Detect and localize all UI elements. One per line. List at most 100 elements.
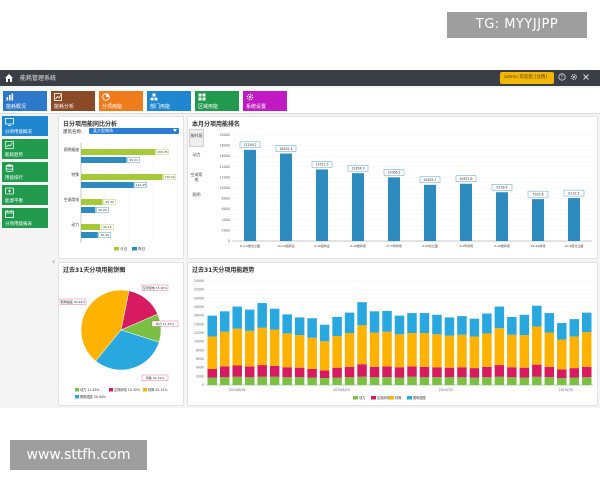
building-select[interactable]: 某大型商场	[89, 128, 179, 134]
data-label-box	[383, 169, 405, 176]
bar-segment	[544, 332, 555, 367]
bar	[81, 224, 101, 230]
tab-by-period[interactable]: 按时段	[189, 129, 204, 147]
sidebar: 分项用能概况 能耗趋势 用能排行 能源平衡 分项用能报表	[0, 116, 50, 408]
tab-lighting[interactable]: 照明	[192, 192, 201, 197]
data-label-box	[96, 207, 109, 213]
x-tick-label: 17-5号商场	[386, 243, 402, 248]
x-tick-label: 16-22商场	[531, 243, 546, 248]
trend-icon	[5, 141, 14, 149]
y-tick-label: 16000	[220, 154, 231, 158]
bar	[316, 169, 328, 241]
tab-power[interactable]: 动力	[192, 152, 201, 157]
bar-segment	[444, 317, 455, 336]
data-label-box	[141, 374, 169, 381]
bar-segment	[357, 364, 367, 377]
sidebar-item-report[interactable]: 分项用能报表	[2, 208, 48, 228]
nav-item-overview[interactable]: 能耗概况	[3, 91, 47, 111]
close-icon[interactable]	[582, 73, 590, 81]
bar-segment	[519, 377, 530, 385]
sidebar-item-balance[interactable]: 能源平衡	[2, 185, 48, 205]
watermark-url: www.sttfh.com	[10, 440, 147, 470]
user-info-box[interactable]: admin 欢迎您 [注销]	[500, 72, 554, 84]
bar-segment	[344, 312, 355, 333]
bar-segment	[432, 367, 442, 378]
bar-segment	[394, 315, 405, 335]
data-label-box	[134, 182, 148, 188]
data-label: 95.21	[129, 158, 138, 162]
bar-segment	[232, 365, 242, 377]
nav-item-department[interactable]: 部门用能	[147, 91, 191, 111]
stacked-trend-chart: 0 2000 4000 6000 8000 10000 12000 14000 16000 180…	[194, 279, 593, 400]
bar-segment	[582, 366, 592, 378]
bar-segment	[257, 303, 267, 328]
x-tick-label: 4-25北立面	[422, 243, 438, 248]
y-tick-label: 20000	[194, 296, 204, 300]
bar-segment	[382, 310, 392, 332]
bar-segment	[269, 308, 280, 330]
nav-item-itemized[interactable]: 分项用能	[99, 91, 143, 111]
category-label: 照明插座	[64, 147, 79, 152]
bar-segment	[257, 376, 267, 385]
nav-item-analysis[interactable]: 能耗分析	[51, 91, 95, 111]
bar-segment	[557, 323, 567, 340]
bar-segment	[407, 376, 417, 385]
home-icon[interactable]	[4, 73, 14, 83]
bar-segment	[419, 333, 430, 367]
data-label-box	[59, 298, 87, 305]
bar-segment	[369, 311, 380, 333]
bar-segment	[282, 377, 292, 385]
svg-text:?: ?	[561, 75, 564, 81]
sidebar-item-ranking[interactable]: 用能排行	[2, 162, 48, 182]
legend-swatch	[371, 396, 376, 400]
x-tick-label: 10-6层北立面	[565, 243, 584, 248]
sidebar-item-trend[interactable]: 能耗趋势	[2, 139, 48, 159]
bar-segment	[557, 378, 567, 385]
x-tick-label: 6-2-6楼北立面	[240, 243, 260, 248]
sidebar-item-overview[interactable]: 分项用能概况	[2, 116, 48, 136]
gear-icon	[246, 93, 254, 101]
bar-segment	[519, 367, 530, 378]
legend-swatch	[407, 396, 412, 400]
y-tick-label: 14000	[194, 322, 204, 326]
bar-segment	[207, 336, 217, 369]
bar-segment	[494, 306, 505, 329]
settings-icon[interactable]	[570, 73, 578, 81]
data-label: 12006.1	[387, 171, 400, 175]
data-label: 7925.6	[532, 192, 543, 196]
bar-segment	[419, 313, 430, 333]
chevron-down-icon	[173, 129, 177, 132]
data-label: 30.26	[98, 208, 107, 212]
nav-item-settings[interactable]: 系统设置	[243, 91, 287, 111]
bar-segment	[357, 376, 367, 385]
bar-segment	[282, 314, 292, 334]
panel-title: 过去31天分项用能趋势	[192, 267, 255, 274]
bar-segment	[544, 366, 555, 378]
data-label: 13521.5	[315, 163, 328, 167]
bar-segment	[369, 366, 380, 378]
bar	[81, 199, 103, 205]
data-label-box	[163, 174, 176, 180]
bar	[352, 173, 364, 241]
data-label-box	[275, 145, 297, 152]
watermark-tg: TG: MYYJJPP	[447, 12, 587, 38]
bar-segment	[569, 336, 580, 369]
bar-segment	[219, 311, 230, 332]
legend-swatch	[389, 396, 394, 400]
bar-segment	[244, 309, 255, 331]
legend-label: 照明插座	[413, 395, 427, 400]
bar-segment	[469, 377, 480, 385]
data-label-box	[563, 189, 585, 197]
legend-label: 照明插座 30.94%	[80, 394, 106, 399]
collapse-arrow-icon[interactable]: ‹	[52, 257, 56, 266]
data-label: 照明插座 30.94%	[61, 299, 86, 304]
y-tick-label: 0	[228, 239, 230, 243]
bar	[424, 184, 436, 241]
tab-ac[interactable]: 空调用电	[190, 172, 203, 182]
help-icon[interactable]: ?	[558, 73, 566, 81]
nav-item-area[interactable]: 区域用能	[195, 91, 239, 111]
bar-segment	[507, 377, 517, 385]
bar-segment	[469, 336, 480, 369]
y-tick-label: 10000	[194, 340, 204, 344]
panel-title: 过去31天分项用能饼图	[63, 267, 126, 274]
